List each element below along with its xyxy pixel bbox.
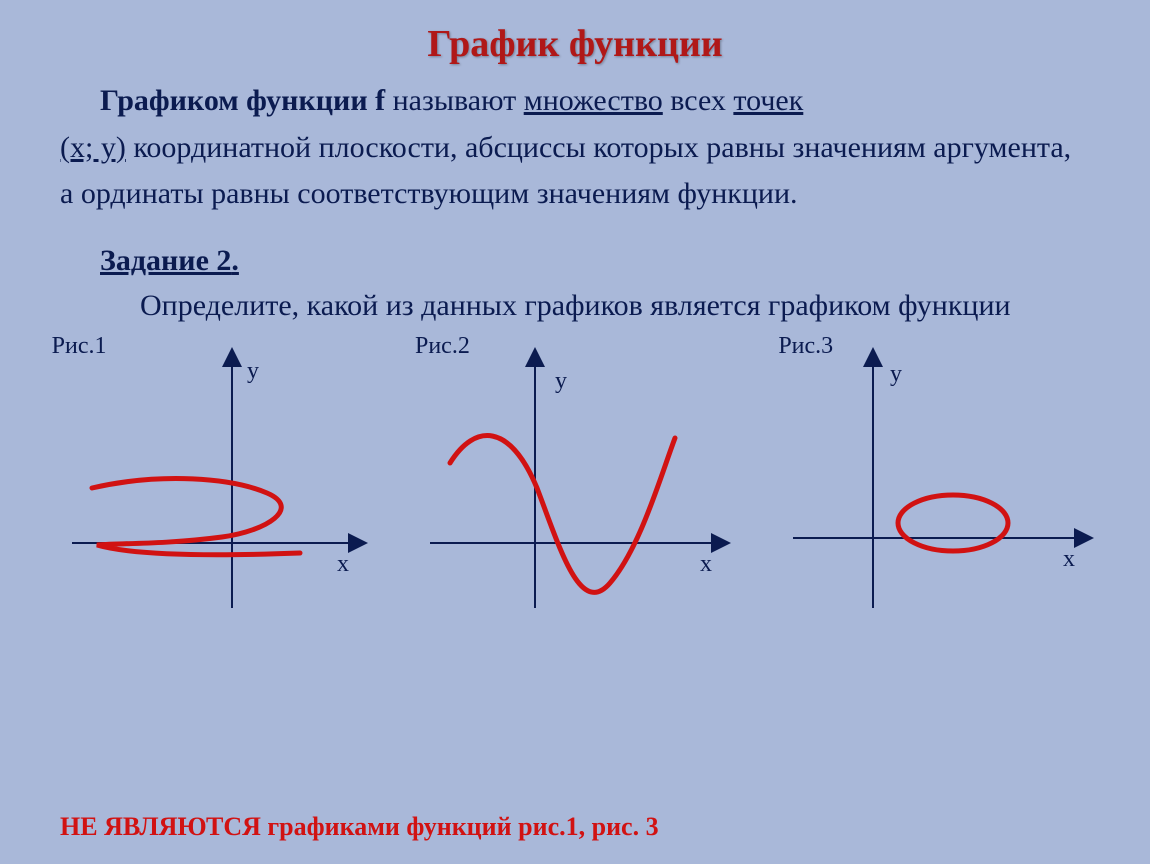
fig3-y-label: y bbox=[890, 361, 902, 387]
fig3-x-label: x bbox=[1063, 546, 1075, 572]
figures-row: Рис.1 y x Рис.2 y x bbox=[0, 327, 1150, 623]
task-heading-text: Задание 2 bbox=[100, 244, 231, 277]
figure-3-label: Рис.3 bbox=[778, 333, 833, 360]
page-title: График функции bbox=[0, 0, 1150, 66]
definition-underline-2: точек bbox=[733, 84, 803, 117]
figure-2-label: Рис.2 bbox=[415, 333, 470, 360]
figure-1: Рис.1 y x bbox=[52, 333, 372, 623]
figure-3-svg: y x bbox=[778, 333, 1098, 623]
figure-2: Рис.2 y x bbox=[415, 333, 735, 623]
fig2-x-label: x bbox=[700, 551, 712, 577]
answer-text: НЕ ЯВЛЯЮТСЯ графиками функций рис.1, рис… bbox=[0, 812, 659, 842]
figure-3: Рис.3 y x bbox=[778, 333, 1098, 623]
definition-text-1: называют bbox=[385, 84, 524, 117]
task-heading: Задание 2. bbox=[0, 218, 1150, 278]
definition-paragraph: Графиком функции f называют множество вс… bbox=[0, 66, 1150, 218]
fig1-x-label: x bbox=[337, 551, 349, 577]
fig3-ellipse bbox=[898, 495, 1008, 551]
definition-lead: Графиком функции f bbox=[60, 84, 385, 117]
definition-text-2: всех bbox=[663, 84, 734, 117]
definition-underline-3: (х; у) bbox=[60, 131, 126, 164]
figure-1-svg: y x bbox=[52, 333, 372, 623]
figure-1-label: Рис.1 bbox=[52, 333, 107, 360]
fig2-curve bbox=[450, 436, 675, 593]
figure-2-svg: y x bbox=[415, 333, 735, 623]
fig2-y-label: y bbox=[555, 368, 567, 394]
definition-text-3: координатной плоскости, абсциссы которых… bbox=[60, 131, 1071, 211]
fig1-y-label: y bbox=[247, 358, 259, 384]
definition-underline-1: множество bbox=[524, 84, 663, 117]
task-text: Определите, какой из данных графиков явл… bbox=[0, 278, 1150, 328]
